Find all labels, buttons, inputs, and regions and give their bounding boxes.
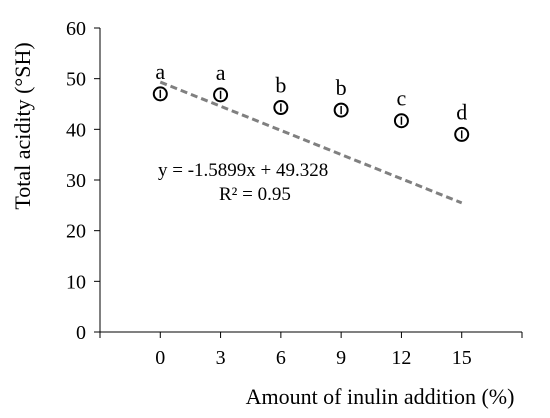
- y-tick-label: 60: [66, 18, 86, 40]
- y-tick-label: 40: [66, 119, 86, 141]
- significance-label: b: [275, 73, 286, 98]
- trendline: [159, 80, 463, 205]
- data-point: [273, 100, 289, 116]
- y-axis-label: Total acidity (°SH): [10, 42, 35, 209]
- trendline-group: [159, 80, 463, 205]
- data-point: [333, 102, 349, 118]
- significance-label: d: [456, 99, 467, 124]
- data-point: [454, 126, 470, 142]
- y-tick-label: 10: [66, 271, 86, 293]
- point-labels: a a b b c d: [155, 59, 467, 125]
- y-tick-label: 50: [66, 69, 86, 91]
- significance-label: a: [216, 60, 226, 85]
- x-tick-label: 0: [155, 347, 165, 369]
- y-tick-label: 30: [66, 170, 86, 192]
- trendline-equation: y = -1.5899x + 49.328: [158, 160, 328, 181]
- y-tick-label: 20: [66, 221, 86, 243]
- data-point: [213, 87, 229, 103]
- x-tick-label: 15: [452, 347, 472, 369]
- significance-label: b: [336, 75, 347, 100]
- x-axis-label: Amount of inulin addition (%): [246, 384, 515, 409]
- x-tick-label: 3: [216, 347, 226, 369]
- significance-label: a: [155, 59, 165, 84]
- x-ticks: 0 3 6 9 12 15: [99, 332, 523, 369]
- data-point: [152, 86, 168, 102]
- y-tick-label: 0: [76, 322, 86, 344]
- data-points: [152, 86, 470, 142]
- x-tick-label: 6: [276, 347, 286, 369]
- data-point: [393, 113, 409, 129]
- x-tick-label: 9: [336, 347, 346, 369]
- trendline-r2: R² = 0.95: [219, 184, 291, 205]
- y-ticks: 0 10 20 30 40 50 60: [66, 18, 100, 344]
- x-tick-label: 12: [391, 347, 411, 369]
- significance-label: c: [397, 86, 407, 111]
